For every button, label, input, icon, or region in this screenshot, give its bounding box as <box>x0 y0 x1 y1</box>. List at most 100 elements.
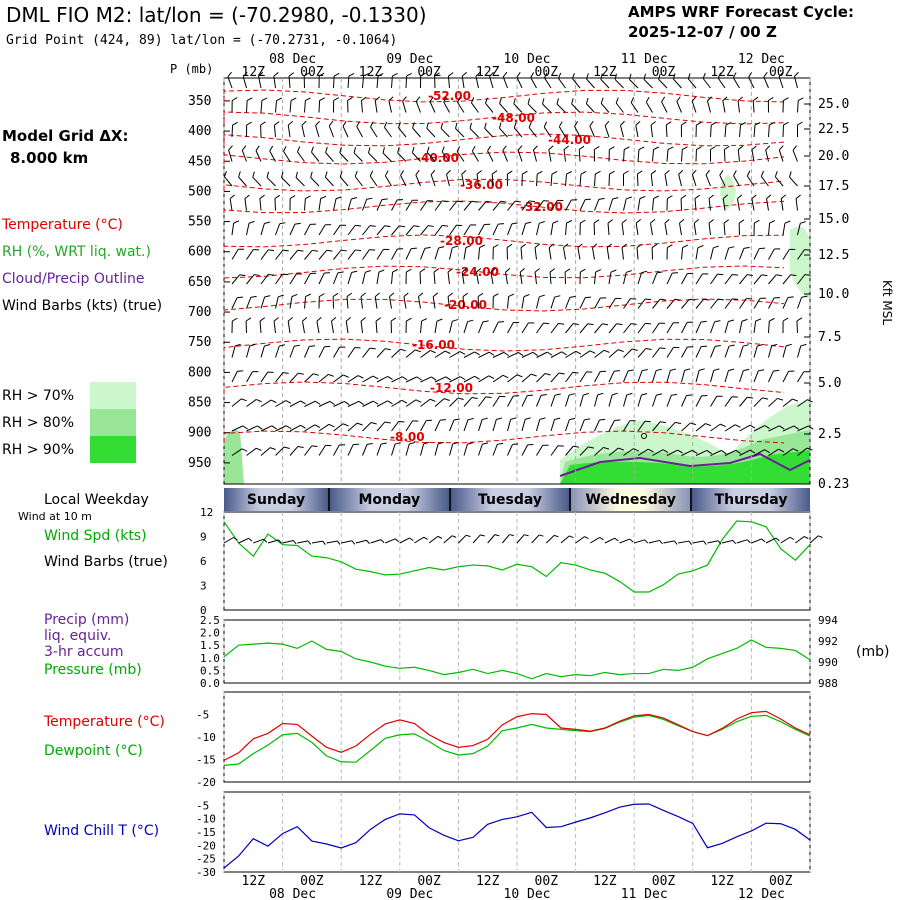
wind-barb-flag <box>264 221 271 224</box>
wind-barb <box>289 195 296 211</box>
wind-barb-flag <box>365 270 371 273</box>
wind-barb-shaft <box>629 79 639 89</box>
rh-level-70: RH > 70% <box>2 388 75 404</box>
surface-wind-barb-flag <box>423 536 428 540</box>
wind-barb <box>736 194 743 211</box>
wind-barb <box>768 343 778 358</box>
wind-barb-shaft <box>710 346 716 358</box>
wind-barb-flag <box>682 146 688 150</box>
wind-barb <box>687 73 697 89</box>
wind-barb <box>461 169 467 187</box>
wind-barb <box>315 120 320 138</box>
wind-barb-flag <box>760 170 764 177</box>
wind-barb <box>797 425 814 432</box>
bottom-date-label: 10 Dec <box>504 887 551 900</box>
wind-barb <box>723 145 730 162</box>
wind-barb <box>558 121 566 138</box>
wind-barb-flag <box>255 447 262 451</box>
wind-barb-flag <box>481 417 488 421</box>
wind-barb-shaft <box>507 419 512 432</box>
wind-barb-shaft <box>732 77 740 89</box>
wind-barb-flag <box>462 292 469 297</box>
wind-barb-flag <box>520 243 527 248</box>
wind-barb <box>695 368 705 383</box>
wind-barb-flag <box>356 422 363 426</box>
wind-barb <box>376 269 385 285</box>
wind-barb-flag <box>792 145 797 151</box>
surface-wind-barb <box>604 537 619 544</box>
wind-barb-flag <box>470 97 475 103</box>
wind-barb <box>565 417 576 432</box>
wind-barb <box>604 120 610 138</box>
wind-barb-flag <box>234 343 241 347</box>
wind-barb-flag <box>384 170 389 176</box>
temperature-contour <box>223 234 785 248</box>
wind-barb <box>797 371 810 383</box>
wind-barb <box>470 97 479 113</box>
wind-barb <box>637 196 646 211</box>
wind-barb-shaft <box>318 445 326 456</box>
wind-barb <box>461 268 468 285</box>
wind-barb-shaft <box>724 346 730 358</box>
temperature-contour-label: -48.00 <box>492 111 535 125</box>
wind-barb-flag <box>426 122 429 129</box>
surface-wind-barb-shaft <box>282 540 294 544</box>
wind-barb-flag <box>351 270 358 274</box>
wind-barb <box>296 146 305 162</box>
wind-barb-flag <box>724 145 730 150</box>
temperature-tick-label: -5 <box>196 709 209 722</box>
wind-barb <box>245 317 252 334</box>
wind-barb-flag <box>355 249 362 252</box>
wind-barb-shaft <box>666 370 671 383</box>
wind-barb <box>709 146 716 162</box>
wind-barb <box>719 170 726 187</box>
wind-barb-shaft <box>666 395 672 407</box>
height-tick-label: 2.5 <box>818 427 841 442</box>
wind-barb-flag <box>627 369 634 372</box>
wind-barb-flag <box>324 345 331 348</box>
temperature-contour <box>223 381 785 395</box>
wind-barb-shaft <box>768 320 770 334</box>
wind-barb-flag <box>705 423 712 427</box>
wind-barb <box>449 224 463 236</box>
wind-barb <box>782 97 789 113</box>
wind-barb-flag <box>797 121 803 126</box>
wind-barb <box>650 121 656 138</box>
temperature-contour-label: -20.00 <box>444 298 487 312</box>
wind-barb-flag <box>340 224 347 226</box>
wind-barb-flag <box>757 343 764 347</box>
wind-barb-shaft <box>623 394 628 407</box>
wind-barb-shaft <box>600 78 610 89</box>
wind-barb-flag <box>690 422 697 426</box>
wind-barb-shaft <box>691 100 697 113</box>
wind-barb-flag <box>300 424 306 429</box>
wind-barb-shaft <box>362 76 365 89</box>
wind-barb-flag <box>675 421 682 425</box>
wind-barb-flag <box>630 323 637 325</box>
temperature-contour-label: -36.00 <box>460 178 503 192</box>
wind-barb-flag <box>708 219 714 224</box>
wind-barb-shaft <box>402 100 407 113</box>
wind-barb-flag <box>626 196 632 200</box>
wind-barb-shaft <box>315 125 320 138</box>
wind-barb-shaft <box>310 177 320 187</box>
wind-barb <box>403 292 409 309</box>
wind-barb-shaft <box>621 247 624 260</box>
wind-barb <box>621 243 627 260</box>
wind-barb <box>478 200 493 211</box>
wind-barb-flag <box>397 122 401 128</box>
wind-barb-flag <box>714 345 721 347</box>
wind-barb-flag <box>752 96 759 101</box>
wind-barb <box>521 351 538 358</box>
temperature-contour <box>223 178 785 192</box>
surface-wind-barb-shaft <box>428 535 439 544</box>
wind-barb-flag <box>672 272 679 274</box>
wind-barb <box>564 268 571 285</box>
surface-wind-barb <box>472 534 485 544</box>
wind-barb-shaft <box>724 424 736 432</box>
wind-barb-shaft <box>652 421 661 432</box>
wind-barb-flag <box>698 368 705 371</box>
wind-barb-flag <box>310 146 314 153</box>
wind-barb <box>433 268 440 285</box>
wind-barb-shaft <box>796 320 798 334</box>
